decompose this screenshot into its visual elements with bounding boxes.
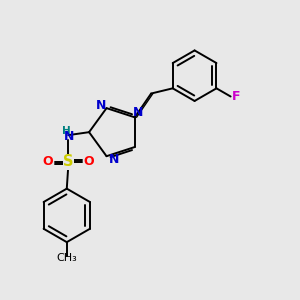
Text: O: O [43, 155, 53, 168]
Text: H: H [62, 126, 70, 136]
Text: S: S [63, 154, 74, 169]
Text: O: O [83, 155, 94, 168]
Text: N: N [64, 130, 74, 142]
Text: N: N [95, 99, 106, 112]
Text: N: N [133, 106, 143, 119]
Text: CH₃: CH₃ [56, 254, 77, 263]
Text: F: F [232, 90, 241, 103]
Text: N: N [109, 153, 119, 166]
